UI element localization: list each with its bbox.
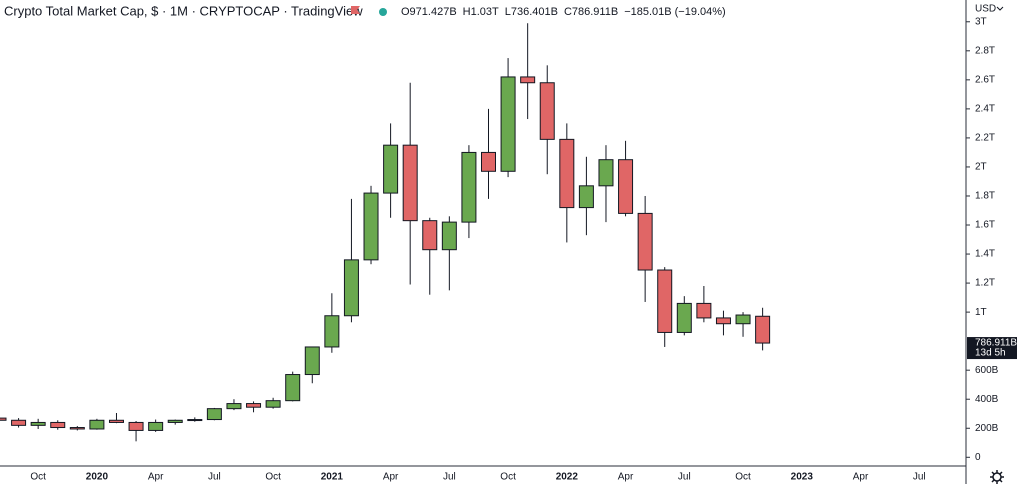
- candle-body: [30, 421, 46, 426]
- x-tick-label: Apr: [618, 472, 634, 483]
- candle-body: [285, 374, 301, 402]
- currency-label[interactable]: USD: [975, 4, 996, 15]
- candle-body: [226, 403, 242, 410]
- candle-body: [167, 419, 183, 423]
- candle-body: [128, 421, 144, 431]
- y-tick-label: 2.6T: [975, 74, 995, 85]
- y-tick-label: 0: [975, 452, 981, 463]
- y-tick-label: 3T: [975, 16, 987, 27]
- candle-body: [11, 419, 27, 426]
- x-tick-label: Oct: [500, 472, 516, 483]
- y-tick-label: 1.6T: [975, 220, 995, 231]
- x-tick-label: 2022: [556, 472, 579, 483]
- y-tick-label: 2.8T: [975, 45, 995, 56]
- y-tick-label: 400B: [975, 394, 999, 405]
- y-tick-label: 1.4T: [975, 249, 995, 260]
- currency-caret: [996, 6, 1004, 11]
- x-tick-label: 2023: [791, 472, 814, 483]
- price-box: [967, 337, 1017, 360]
- candle-body: [735, 314, 751, 325]
- candle-body: [696, 302, 712, 319]
- candle-body: [441, 221, 457, 251]
- candle-body: [578, 185, 594, 209]
- flag-icon[interactable]: [351, 6, 360, 14]
- candle-body: [383, 144, 399, 194]
- candle-body: [500, 76, 516, 172]
- candle-body: [108, 419, 124, 423]
- x-tick-label: Oct: [30, 472, 46, 483]
- settings-icon[interactable]: [990, 470, 1004, 484]
- x-tick-label: 2021: [321, 472, 344, 483]
- candle-body: [246, 403, 262, 408]
- candle-body: [520, 76, 536, 84]
- y-tick-label: 1.2T: [975, 278, 995, 289]
- x-tick-label: Apr: [853, 472, 869, 483]
- y-tick-label: 2.4T: [975, 104, 995, 115]
- candle-body: [265, 400, 281, 408]
- ohlc-value: C786.911B: [564, 6, 618, 18]
- x-tick-label: Apr: [148, 472, 164, 483]
- last-price-label: 786.911B: [975, 338, 1017, 349]
- ohlc-header: O971.427B H1.03T L736.401B C786.911B −185.01…: [401, 6, 726, 18]
- candle-body: [637, 212, 653, 271]
- ohlc-value: O971.427B: [401, 6, 457, 18]
- candle-body: [559, 138, 575, 209]
- gear-teeth[interactable]: [990, 470, 1004, 484]
- ohlc-value: −185.01B (−19.04%): [624, 6, 726, 18]
- candle-body: [148, 421, 164, 431]
- chart-title: Crypto Total Market Cap, $ · 1M · CRYPTO…: [4, 3, 363, 18]
- x-tick-label: Jul: [208, 472, 221, 483]
- x-tick-label: Jul: [678, 472, 691, 483]
- y-tick-label: 1.8T: [975, 191, 995, 202]
- candle-body: [461, 151, 477, 223]
- candle-body: [324, 315, 340, 348]
- candle-body: [343, 259, 359, 317]
- status-dot: [379, 8, 387, 16]
- countdown-label: 13d 5h: [975, 348, 1006, 359]
- candle-body: [598, 159, 614, 187]
- candle-body: [304, 346, 320, 376]
- y-tick-label: 600B: [975, 365, 999, 376]
- x-tick-label: Jul: [913, 472, 926, 483]
- x-tick-label: Oct: [735, 472, 751, 483]
- candle-body: [50, 421, 66, 429]
- x-tick-label: Oct: [265, 472, 281, 483]
- candle-body: [422, 220, 438, 251]
- y-tick-label: 2.2T: [975, 133, 995, 144]
- x-tick-label: Apr: [383, 472, 399, 483]
- x-tick-label: 2020: [86, 472, 109, 483]
- candle-body: [402, 144, 418, 222]
- candle-body: [715, 317, 731, 325]
- y-tick-label: 200B: [975, 423, 999, 434]
- candle-body: [363, 192, 379, 261]
- candle-body: [89, 419, 105, 430]
- candle-body: [206, 408, 222, 421]
- candle-body: [187, 419, 203, 422]
- y-tick-label: 2T: [975, 162, 987, 173]
- y-tick-label: 1T: [975, 307, 987, 318]
- ohlc-value: L736.401B: [505, 6, 558, 18]
- ohlc-value: H1.03T: [463, 6, 499, 18]
- candle-body: [755, 315, 771, 344]
- candle-body: [539, 82, 555, 140]
- candle-body: [676, 302, 692, 333]
- x-tick-label: Jul: [443, 472, 456, 483]
- candle-body: [657, 269, 673, 333]
- candle-body: [481, 151, 496, 172]
- candle-body: [618, 159, 634, 214]
- candle-body: [0, 417, 7, 421]
- candle-body: [69, 427, 85, 430]
